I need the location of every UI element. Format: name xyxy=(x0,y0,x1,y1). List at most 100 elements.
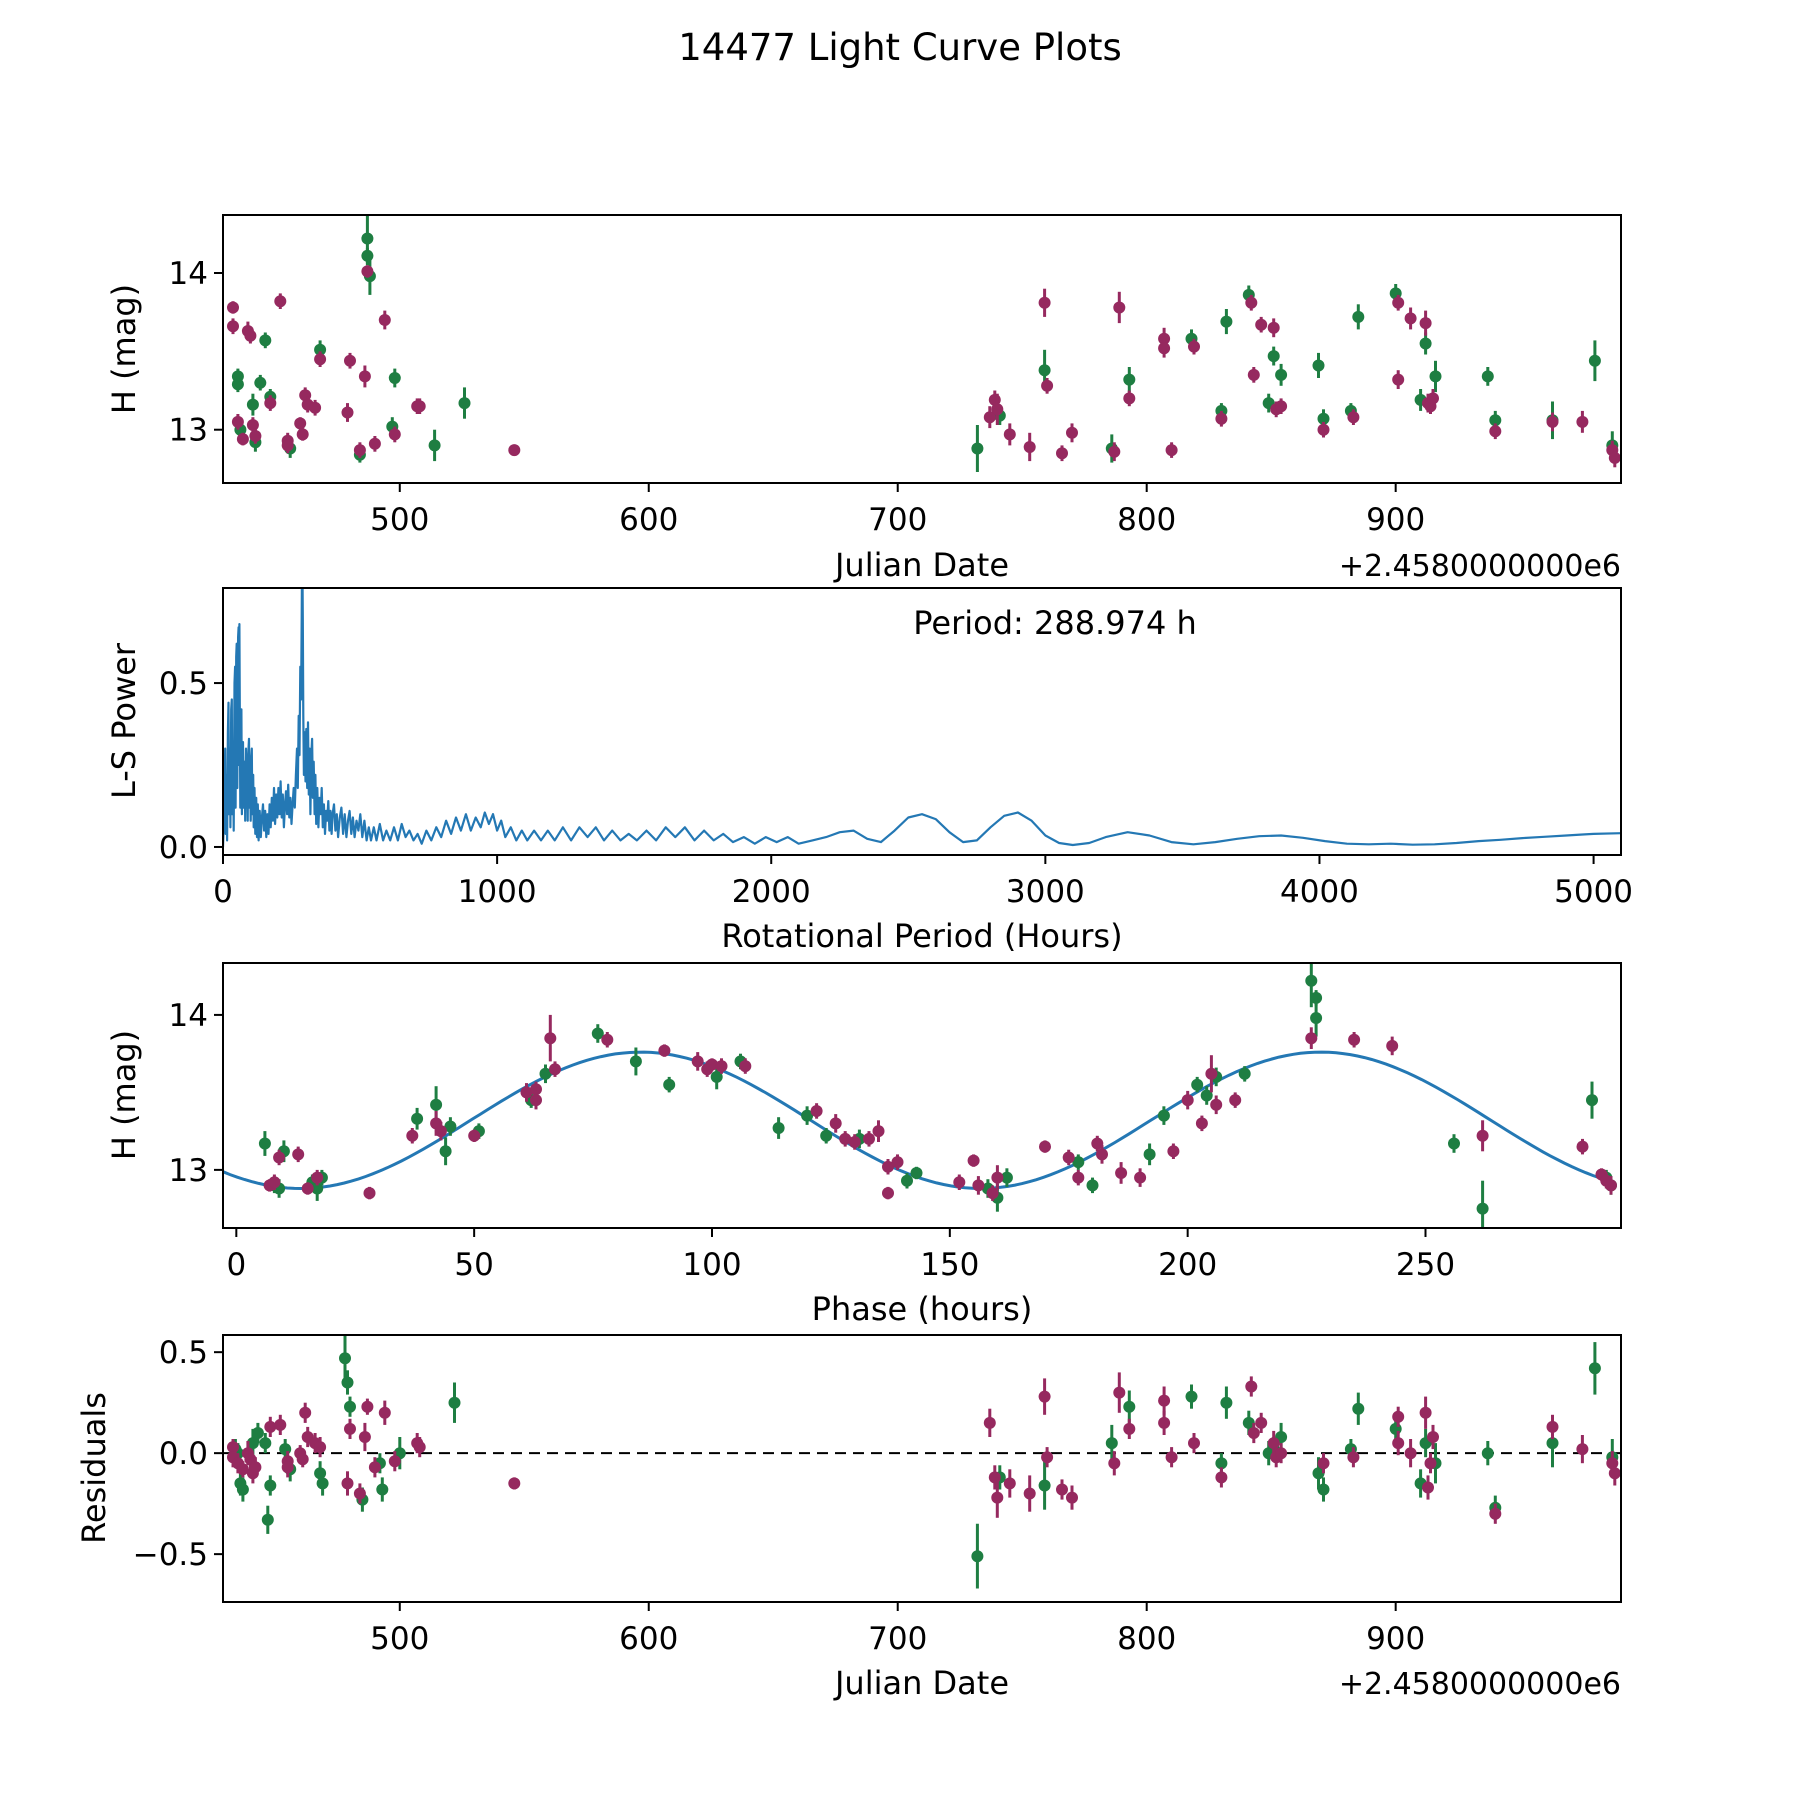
data-point xyxy=(1062,1151,1075,1164)
data-point xyxy=(1023,1487,1036,1500)
data-point xyxy=(1113,301,1126,314)
data-point xyxy=(1066,1491,1078,1504)
data-point xyxy=(413,400,426,413)
data-point xyxy=(1255,318,1268,331)
data-point xyxy=(967,1154,980,1167)
data-point xyxy=(1317,412,1330,425)
data-point xyxy=(1404,1447,1417,1460)
data-point xyxy=(311,1171,324,1184)
data-point xyxy=(1229,1094,1242,1107)
data-point xyxy=(891,1156,904,1169)
data-point xyxy=(1123,1400,1136,1413)
data-point xyxy=(1191,1078,1204,1091)
data-point xyxy=(1576,415,1589,428)
data-point xyxy=(1086,1179,1099,1192)
data-point xyxy=(294,417,307,430)
data-point xyxy=(314,1467,327,1480)
data-point xyxy=(691,1055,704,1068)
data-point xyxy=(1041,1451,1054,1464)
data-point xyxy=(1317,1483,1330,1496)
data-point xyxy=(1215,1457,1228,1470)
data-point xyxy=(344,1400,356,1413)
data-point xyxy=(1310,991,1323,1004)
axes-frame xyxy=(222,962,1622,1229)
data-point xyxy=(376,1483,389,1496)
data-point xyxy=(361,1400,374,1413)
data-point xyxy=(1000,1171,1013,1184)
x-tick-label: 900 xyxy=(1366,502,1425,538)
x-tick-label: 800 xyxy=(1117,502,1176,538)
data-point xyxy=(882,1187,894,1200)
data-point xyxy=(1210,1098,1223,1111)
data-point xyxy=(411,1112,424,1125)
data-point xyxy=(428,439,441,452)
x-tick-label: 150 xyxy=(920,1247,979,1283)
data-point xyxy=(1200,1089,1213,1102)
data-point xyxy=(520,1086,533,1099)
data-point xyxy=(353,444,366,457)
data-point xyxy=(341,406,354,419)
data-point xyxy=(1588,1362,1601,1375)
data-point xyxy=(296,1453,309,1466)
purple-series xyxy=(263,1014,1617,1201)
data-point xyxy=(1115,1167,1128,1179)
x-tick-label: 700 xyxy=(868,1621,927,1657)
x-tick-label: 1000 xyxy=(458,874,537,910)
data-point xyxy=(1386,1039,1399,1052)
plot-area xyxy=(223,588,1621,848)
data-point xyxy=(1220,1396,1233,1409)
data-point xyxy=(1185,1390,1198,1403)
data-point xyxy=(1608,1467,1621,1480)
data-point xyxy=(1188,340,1200,353)
x-tick-label: 800 xyxy=(1117,1621,1176,1657)
data-point xyxy=(1317,1457,1330,1470)
data-point xyxy=(1181,1094,1194,1107)
subplot-phase-curve: 0 50 100 150 200 250 13 14 xyxy=(169,962,1622,1283)
data-point xyxy=(361,232,374,245)
data-point xyxy=(1606,1457,1619,1470)
data-point xyxy=(863,1132,875,1145)
data-point xyxy=(1056,1483,1068,1496)
data-point xyxy=(274,295,287,308)
subplot-periodogram: 0 1000 2000 3000 4000 5000 0.0 0.5 xyxy=(159,587,1633,910)
data-point xyxy=(249,1461,262,1474)
data-point xyxy=(246,1437,259,1450)
data-point xyxy=(1041,379,1054,392)
data-point xyxy=(1588,354,1601,367)
data-point xyxy=(358,370,371,383)
data-point xyxy=(358,1431,371,1443)
data-point xyxy=(508,1477,521,1490)
data-point xyxy=(468,1129,481,1142)
data-point xyxy=(264,397,277,410)
data-point xyxy=(1143,1148,1156,1161)
x-tick-label: 600 xyxy=(619,502,678,538)
y-tick-label: 13 xyxy=(169,1153,208,1189)
data-point xyxy=(1392,1437,1405,1450)
data-point xyxy=(1310,1012,1323,1024)
data-point xyxy=(378,314,391,326)
data-point xyxy=(413,1441,426,1454)
data-point xyxy=(1267,350,1280,363)
ax4-xlabel: Julian Date xyxy=(833,1664,1009,1702)
data-point xyxy=(986,1187,999,1200)
data-point xyxy=(341,1376,354,1389)
data-point xyxy=(1165,1451,1178,1464)
ax1-x-offset-text: +2.4580000000e6 xyxy=(1339,549,1621,584)
data-point xyxy=(361,249,374,262)
data-point xyxy=(1392,373,1405,386)
data-point xyxy=(1424,1457,1437,1470)
data-point xyxy=(901,1174,913,1187)
data-point xyxy=(1419,1406,1432,1419)
data-point xyxy=(1546,1437,1559,1450)
data-point xyxy=(1347,1451,1360,1464)
data-point xyxy=(1419,337,1432,350)
data-point xyxy=(1215,412,1228,425)
data-point xyxy=(339,1352,351,1365)
data-point xyxy=(953,1176,966,1189)
data-point xyxy=(983,411,996,424)
x-tick-label: 900 xyxy=(1366,1621,1425,1657)
data-point xyxy=(1215,1471,1228,1484)
data-point xyxy=(1267,1437,1280,1450)
x-tick-label: 0 xyxy=(226,1247,246,1283)
data-point xyxy=(1247,368,1260,381)
